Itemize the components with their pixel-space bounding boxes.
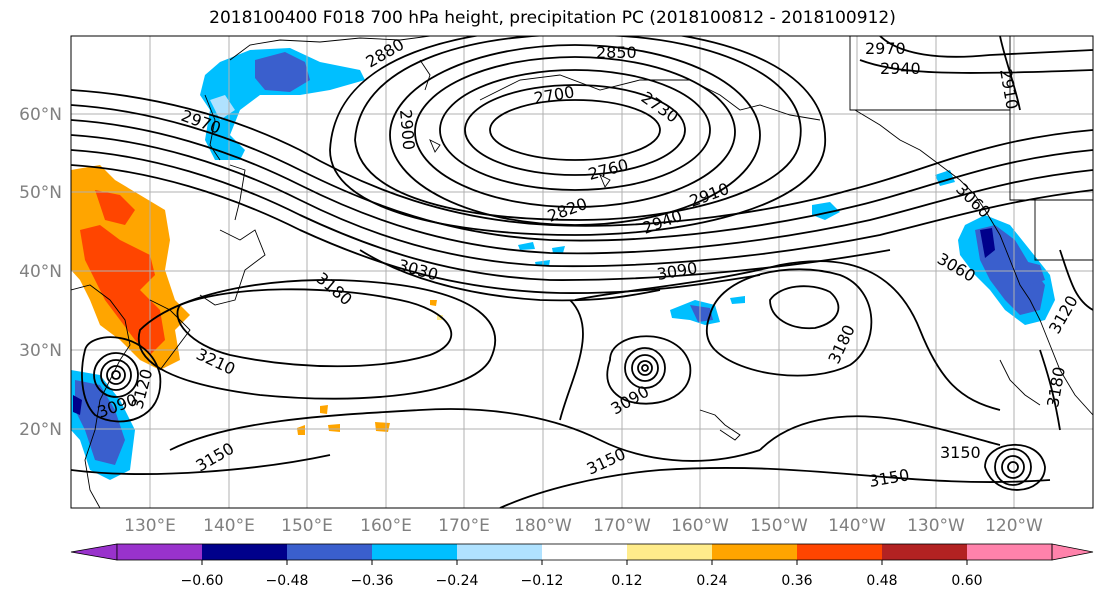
precip-china-strong	[80, 225, 165, 355]
colorbar-ticks	[201, 560, 968, 565]
lon-label: 150°E	[281, 516, 333, 536]
precip-shading	[71, 48, 1055, 480]
colorbar-tick-label: 0.12	[611, 573, 642, 589]
latitude-labels: 60°N 50°N 40°N 30°N 20°N	[19, 105, 62, 440]
height-contours	[71, 36, 1093, 508]
colorbar-extend-high	[1051, 543, 1094, 561]
lon-label: 160°W	[671, 516, 729, 536]
lat-label: 30°N	[19, 341, 62, 361]
colorbar-segment	[627, 544, 712, 560]
longitude-labels: 130°E 140°E 150°E 160°E 170°E 180°W 170°…	[124, 516, 1043, 536]
colorbar-tick-label: 0.60	[951, 573, 982, 589]
colorbar-segment	[202, 544, 287, 560]
colorbar-extend-low	[70, 543, 118, 561]
lon-label: 120°W	[985, 516, 1043, 536]
colorbar-segment	[712, 544, 797, 560]
colorbar: −0.60 −0.48 −0.36 −0.24 −0.12 0.12 0.24 …	[70, 543, 1094, 589]
colorbar-segment	[117, 544, 202, 560]
colorbar-tick-label: −0.24	[436, 573, 479, 589]
lon-label: 130°E	[124, 516, 176, 536]
colorbar-tick-label: 0.24	[696, 573, 727, 589]
plot-frame	[70, 35, 1094, 509]
colorbar-tick-label: −0.48	[266, 573, 309, 589]
lon-label: 160°E	[360, 516, 412, 536]
colorbar-segment	[542, 544, 627, 560]
contour-label: 2940	[880, 59, 921, 78]
colorbar-tick-label: −0.12	[521, 573, 564, 589]
lon-label: 180°W	[514, 516, 572, 536]
lon-label: 140°E	[203, 516, 255, 536]
contour-label: 3150	[940, 443, 981, 462]
lon-label: 130°W	[907, 516, 965, 536]
lat-label: 40°N	[19, 262, 62, 282]
contour-label: 2850	[596, 43, 637, 62]
lat-label: 20°N	[19, 420, 62, 440]
colorbar-segment	[967, 544, 1052, 560]
colorbar-tick-label: 0.36	[781, 573, 812, 589]
colorbar-tick-label: −0.36	[351, 573, 394, 589]
precip-kamchatka-negative	[200, 48, 365, 160]
colorbar-segment	[797, 544, 882, 560]
colorbar-segment	[372, 544, 457, 560]
lon-label: 150°W	[750, 516, 808, 536]
colorbar-segment	[287, 544, 372, 560]
colorbar-segment	[882, 544, 967, 560]
lon-label: 170°W	[593, 516, 651, 536]
lat-label: 60°N	[19, 105, 62, 125]
colorbar-tick-label: 0.48	[866, 573, 897, 589]
lon-label: 170°E	[438, 516, 490, 536]
contour-label: 2900	[396, 109, 418, 151]
lon-label: 140°W	[828, 516, 886, 536]
colorbar-tick-label: −0.60	[181, 573, 224, 589]
contour-label: 2970	[865, 39, 906, 58]
map-title: 2018100400 F018 700 hPa height, precipit…	[209, 8, 896, 28]
lat-label: 50°N	[19, 183, 62, 203]
colorbar-segment	[457, 544, 542, 560]
